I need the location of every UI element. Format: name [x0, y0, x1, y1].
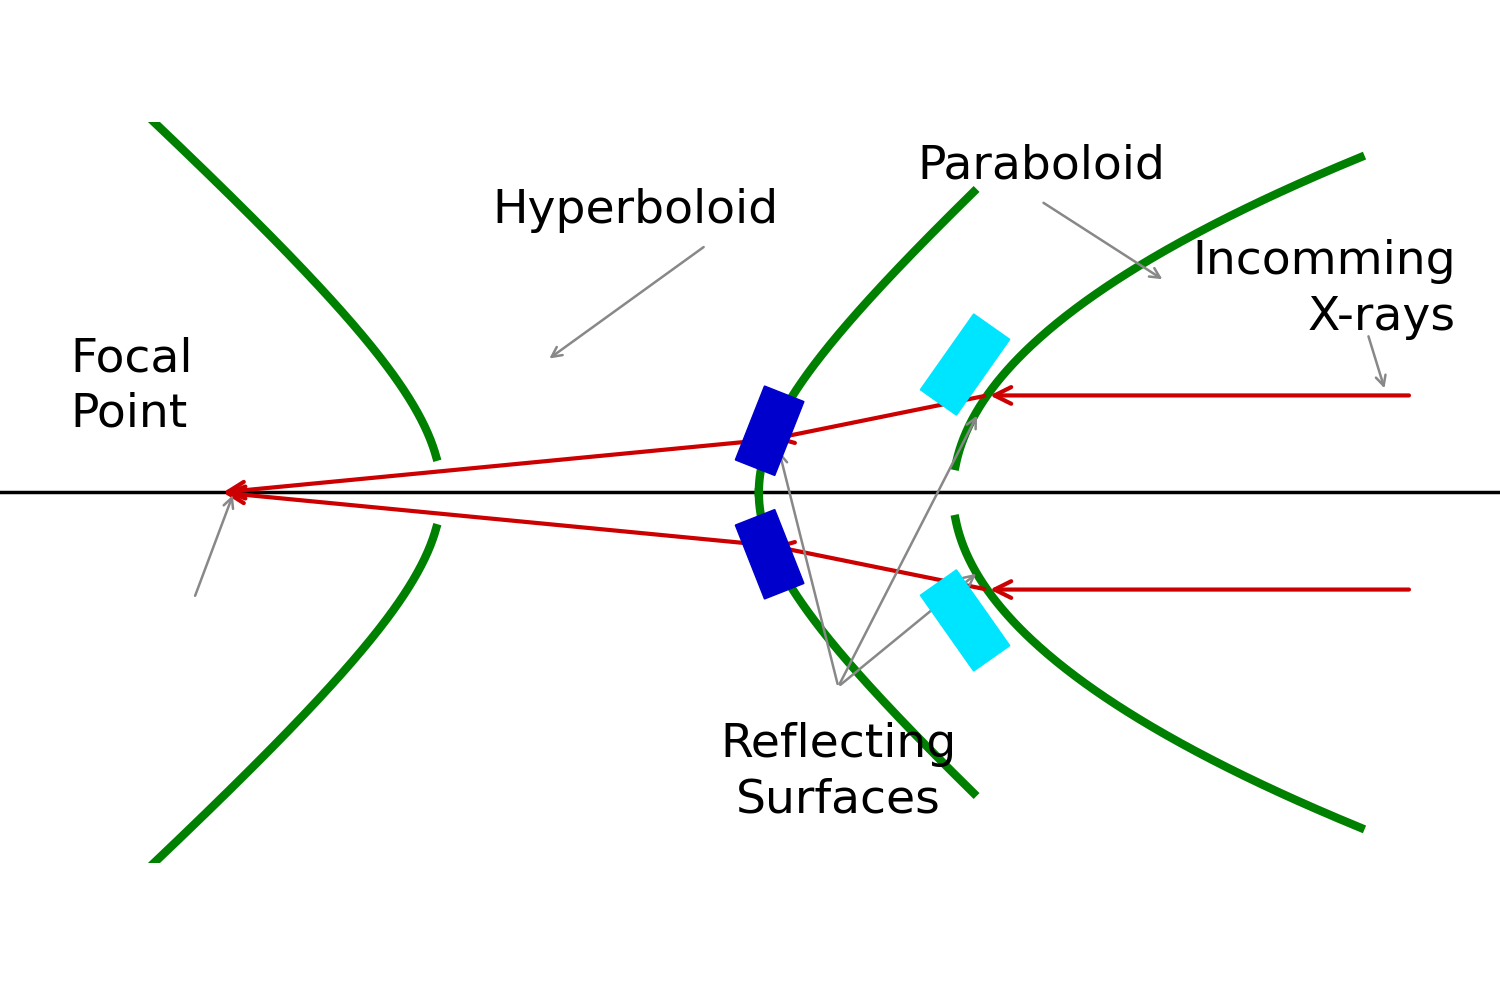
Polygon shape [921, 570, 1010, 671]
Text: Focal
Point: Focal Point [70, 336, 194, 437]
Polygon shape [735, 386, 804, 476]
Polygon shape [921, 314, 1010, 415]
Text: Incomming
X-rays: Incomming X-rays [1192, 239, 1456, 340]
Text: Reflecting
Surfaces: Reflecting Surfaces [720, 722, 957, 822]
Text: Hyperboloid: Hyperboloid [492, 188, 778, 232]
Text: Paraboloid: Paraboloid [916, 144, 1166, 188]
Polygon shape [735, 509, 804, 599]
